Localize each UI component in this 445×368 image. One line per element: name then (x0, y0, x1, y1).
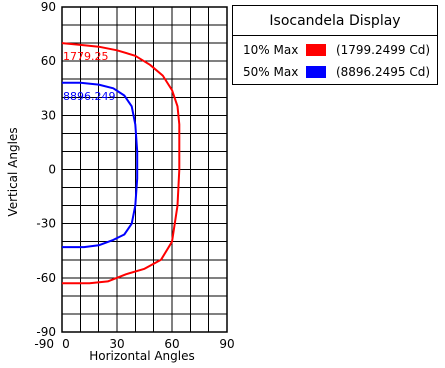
series-line-10-max (61, 42, 181, 285)
plot-frame (61, 6, 228, 333)
legend-item-50-max: 50% Max (8896.2495 Cd) (243, 64, 430, 80)
legend-title: Isocandela Display (233, 6, 437, 36)
grid (61, 6, 228, 333)
legend-value: (1799.2499 Cd) (335, 42, 431, 57)
contour-label: 1779.25 (63, 50, 109, 63)
x-tick-label: 0 (62, 337, 70, 351)
y-tick-label: 60 (41, 54, 56, 68)
x-tick-label: 90 (219, 337, 234, 351)
legend-swatch-red (306, 43, 327, 56)
y-tick-label: 90 (41, 0, 56, 14)
x-tick-label: -90 (34, 337, 54, 351)
legend-item-10-max: 10% Max (1799.2499 Cd) (243, 42, 430, 58)
legend-label: 50% Max (243, 64, 299, 79)
y-tick-label: -60 (36, 271, 56, 285)
series-line-50-max (62, 81, 139, 249)
legend-value: (8896.2495 Cd) (335, 64, 431, 79)
series-layer: 1779.25 8896.249 (61, 42, 181, 285)
y-axis-label: Vertical Angles (6, 127, 20, 216)
legend-swatch-blue (306, 65, 327, 78)
y-tick-label: 30 (41, 108, 56, 122)
y-tick-label: 0 (48, 163, 56, 177)
x-tick-label: 30 (109, 337, 124, 351)
legend-label: 10% Max (243, 42, 299, 57)
tick-labels: 90 60 30 0 -30 -60 -90-90 0 30 60 90 (34, 0, 234, 351)
y-tick-label: -30 (36, 217, 56, 231)
legend: Isocandela Display 10% Max (1799.2499 Cd… (232, 5, 438, 85)
contour-label: 8896.249 (63, 90, 116, 103)
x-tick-label: 60 (164, 337, 179, 351)
x-axis-label: Horizontal Angles (89, 349, 195, 363)
y-tick-label: -90 (36, 325, 56, 339)
